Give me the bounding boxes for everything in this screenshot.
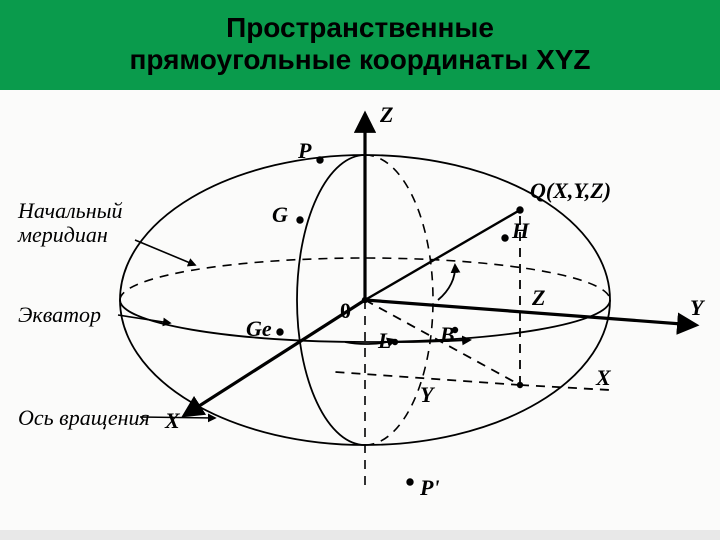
point-pprime-label: P' bbox=[420, 475, 440, 501]
coordinate-diagram: Z Y X 0 P G Ge Q(X,Y,Z) H L B P' Z X Y Н… bbox=[0, 90, 720, 530]
title-line-2: прямоугольные координаты XYZ bbox=[8, 44, 712, 76]
seg-y-label: Y bbox=[420, 382, 433, 408]
axis-x-label: X bbox=[165, 408, 180, 434]
point-g-label: G bbox=[272, 202, 288, 228]
point-l-label: L bbox=[378, 328, 391, 354]
title-line-1: Пространственные bbox=[8, 12, 712, 44]
origin-label: 0 bbox=[340, 298, 351, 324]
point-ge-label: Ge bbox=[246, 316, 272, 342]
seg-z-label: Z bbox=[532, 285, 545, 311]
axis-y-label: Y bbox=[690, 295, 703, 321]
axis-z-label: Z bbox=[380, 102, 393, 128]
equator-label: Экватор bbox=[18, 302, 101, 328]
point-p-label: P bbox=[298, 138, 311, 164]
point-h-label: H bbox=[512, 218, 529, 244]
meridian-label-2: меридиан bbox=[18, 222, 108, 248]
meridian-label-1: Начальный bbox=[18, 198, 123, 224]
rotation-axis-label: Ось вращения bbox=[18, 405, 150, 431]
point-b-label: B bbox=[440, 322, 455, 348]
point-q-label: Q(X,Y,Z) bbox=[530, 178, 611, 204]
seg-x-label: X bbox=[596, 365, 611, 391]
